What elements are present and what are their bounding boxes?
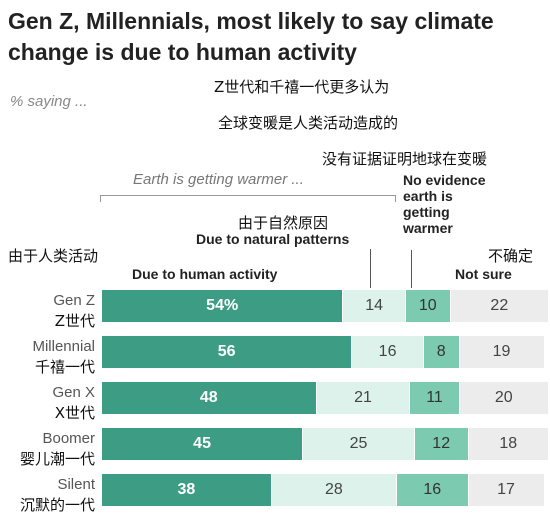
data-label: 11: [426, 389, 443, 406]
bar-segment-human-activity: 38: [102, 474, 271, 506]
bar-segment-no-evidence: 8: [423, 336, 459, 368]
human-header-cn: 由于人类活动: [8, 247, 99, 265]
group-label: Earth is getting warmer ...: [133, 171, 304, 188]
chart-title: Gen Z, Millennials, most likely to say c…: [8, 8, 494, 65]
data-label: 20: [494, 389, 513, 406]
data-label: 48: [199, 389, 218, 406]
not-sure-header-cn: 不确定: [488, 247, 534, 265]
natural-header-cn: 由于自然原因: [238, 214, 329, 232]
bar-segment-not-sure: 19: [459, 336, 544, 368]
category-label: Gen Z: [53, 292, 95, 309]
no-evidence-header-cn: 没有证据证明地球在变暖: [322, 150, 488, 168]
bar-segment-natural-patterns: 14: [343, 290, 405, 322]
natural-header: Due to natural patterns: [196, 231, 350, 247]
bar-segment-not-sure: 22: [450, 290, 548, 322]
data-label: 12: [432, 435, 451, 452]
category-label-cn: 千禧一代: [34, 358, 95, 376]
category-label: Silent: [57, 476, 95, 493]
bar-segment-natural-patterns: 25: [303, 428, 414, 460]
category-label-cn: 沉默的一代: [19, 496, 95, 514]
data-label: 22: [490, 297, 509, 314]
data-label: 45: [193, 435, 211, 452]
category-label-cn: Z世代: [54, 312, 95, 330]
bar-segment-natural-patterns: 28: [271, 474, 397, 506]
data-label: 54%: [206, 297, 239, 314]
data-label: 16: [423, 481, 442, 498]
category-label: Gen X: [52, 384, 95, 401]
category-label: Boomer: [42, 430, 95, 447]
bar-segment-human-activity: 48: [102, 382, 316, 414]
chart-subtitle: % saying ...: [10, 93, 88, 110]
bar-segment-no-evidence: 10: [405, 290, 450, 322]
bar-segment-natural-patterns: 16: [352, 336, 423, 368]
data-label: 28: [325, 481, 343, 498]
natural-connector-line: [370, 249, 371, 288]
data-label: 10: [418, 297, 437, 314]
data-label: 25: [349, 435, 368, 452]
data-label: 19: [492, 343, 511, 360]
no-evidence-header-line: earth is: [403, 188, 453, 204]
bar-segment-no-evidence: 12: [414, 428, 468, 460]
data-label: 18: [499, 435, 518, 452]
category-label: Millennial: [32, 338, 95, 355]
no-evidence-header-line: warmer: [403, 220, 453, 236]
no-evidence-connector-line: [411, 250, 412, 288]
data-label: 16: [378, 343, 397, 360]
no-evidence-header-line: getting: [403, 204, 450, 220]
data-label: 38: [177, 481, 196, 498]
category-label-cn: 婴儿潮一代: [19, 450, 95, 468]
bar-segment-not-sure: 18: [468, 428, 548, 460]
bar-segment-natural-patterns: 21: [316, 382, 410, 414]
bar-segment-not-sure: 20: [459, 382, 548, 414]
category-label-cn: X世代: [54, 404, 95, 422]
bar-segment-human-activity: 54%: [102, 290, 343, 322]
data-label: 17: [497, 481, 515, 498]
bar-segment-not-sure: 17: [468, 474, 544, 506]
bar-segment-no-evidence: 16: [397, 474, 468, 506]
bar-segment-human-activity: 56: [102, 336, 352, 368]
data-label: 14: [365, 297, 384, 314]
chart-title-cn-line2: 全球变暖是人类活动造成的: [218, 114, 399, 132]
chart-title-cn-line1: Z世代和千禧一代更多认为: [214, 78, 390, 96]
no-evidence-header: No evidence earth is getting warmer: [403, 172, 485, 236]
bar-segment-human-activity: 45: [102, 428, 303, 460]
data-label: 56: [217, 343, 236, 360]
not-sure-header: Not sure: [455, 266, 512, 282]
bar-segment-no-evidence: 11: [410, 382, 459, 414]
no-evidence-header-line: No evidence: [403, 172, 486, 188]
data-label: 21: [354, 389, 372, 406]
group-bracket: [100, 195, 396, 202]
data-label: 8: [436, 343, 446, 360]
human-header: Due to human activity: [132, 266, 278, 282]
